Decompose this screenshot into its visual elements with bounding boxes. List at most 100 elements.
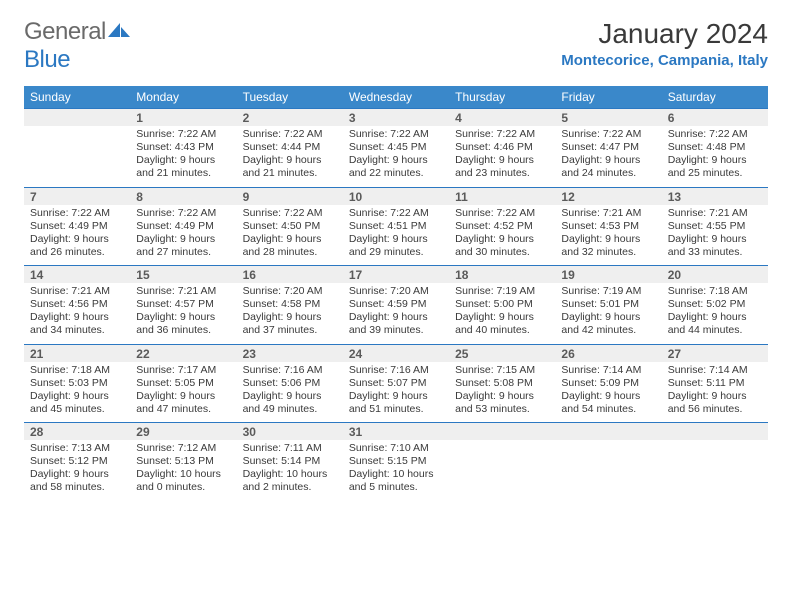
daylight-text: Daylight: 9 hours and 21 minutes. — [136, 154, 230, 180]
week-row: 7Sunrise: 7:22 AMSunset: 4:49 PMDaylight… — [24, 187, 768, 266]
daylight-text: Daylight: 10 hours and 2 minutes. — [243, 468, 337, 494]
day-cell — [449, 422, 555, 501]
day-body: Sunrise: 7:16 AMSunset: 5:06 PMDaylight:… — [237, 362, 343, 423]
daylight-text: Daylight: 9 hours and 42 minutes. — [561, 311, 655, 337]
sunset-text: Sunset: 4:49 PM — [136, 220, 230, 233]
sunrise-text: Sunrise: 7:22 AM — [349, 207, 443, 220]
day-cell: 15Sunrise: 7:21 AMSunset: 4:57 PMDayligh… — [130, 265, 236, 344]
sunrise-text: Sunrise: 7:19 AM — [455, 285, 549, 298]
day-cell: 12Sunrise: 7:21 AMSunset: 4:53 PMDayligh… — [555, 187, 661, 266]
day-number-bar — [24, 108, 130, 126]
sunset-text: Sunset: 5:12 PM — [30, 455, 124, 468]
day-body: Sunrise: 7:19 AMSunset: 5:01 PMDaylight:… — [555, 283, 661, 344]
brand-part2: Blue — [24, 46, 70, 73]
weekday-header: Monday — [130, 86, 236, 108]
calendar-page: General Blue January 2024 Montecorice, C… — [0, 0, 792, 519]
sunrise-text: Sunrise: 7:21 AM — [136, 285, 230, 298]
day-number-bar: 7 — [24, 187, 130, 205]
day-number-bar: 13 — [662, 187, 768, 205]
weekday-header: Sunday — [24, 86, 130, 108]
weekday-header: Friday — [555, 86, 661, 108]
sunset-text: Sunset: 5:13 PM — [136, 455, 230, 468]
day-number-bar — [449, 422, 555, 440]
day-number-bar: 26 — [555, 344, 661, 362]
day-number-bar: 21 — [24, 344, 130, 362]
sunset-text: Sunset: 4:48 PM — [668, 141, 762, 154]
day-body: Sunrise: 7:10 AMSunset: 5:15 PMDaylight:… — [343, 440, 449, 501]
sunset-text: Sunset: 4:58 PM — [243, 298, 337, 311]
sunrise-text: Sunrise: 7:12 AM — [136, 442, 230, 455]
sunset-text: Sunset: 5:14 PM — [243, 455, 337, 468]
sunrise-text: Sunrise: 7:22 AM — [136, 128, 230, 141]
day-cell — [555, 422, 661, 501]
weekday-header: Wednesday — [343, 86, 449, 108]
day-cell: 24Sunrise: 7:16 AMSunset: 5:07 PMDayligh… — [343, 344, 449, 423]
daylight-text: Daylight: 9 hours and 58 minutes. — [30, 468, 124, 494]
day-number-bar: 20 — [662, 265, 768, 283]
day-cell: 8Sunrise: 7:22 AMSunset: 4:49 PMDaylight… — [130, 187, 236, 266]
day-body: Sunrise: 7:22 AMSunset: 4:49 PMDaylight:… — [24, 205, 130, 266]
day-body: Sunrise: 7:18 AMSunset: 5:02 PMDaylight:… — [662, 283, 768, 344]
daylight-text: Daylight: 9 hours and 29 minutes. — [349, 233, 443, 259]
day-cell: 27Sunrise: 7:14 AMSunset: 5:11 PMDayligh… — [662, 344, 768, 423]
day-body: Sunrise: 7:14 AMSunset: 5:09 PMDaylight:… — [555, 362, 661, 423]
sunrise-text: Sunrise: 7:15 AM — [455, 364, 549, 377]
daylight-text: Daylight: 9 hours and 47 minutes. — [136, 390, 230, 416]
sunrise-text: Sunrise: 7:22 AM — [349, 128, 443, 141]
sunrise-text: Sunrise: 7:21 AM — [30, 285, 124, 298]
sunset-text: Sunset: 4:56 PM — [30, 298, 124, 311]
sunset-text: Sunset: 5:09 PM — [561, 377, 655, 390]
calendar-body: 1Sunrise: 7:22 AMSunset: 4:43 PMDaylight… — [24, 108, 768, 501]
daylight-text: Daylight: 9 hours and 33 minutes. — [668, 233, 762, 259]
day-cell: 2Sunrise: 7:22 AMSunset: 4:44 PMDaylight… — [237, 108, 343, 187]
day-number-bar: 31 — [343, 422, 449, 440]
day-body — [662, 440, 768, 496]
sunrise-text: Sunrise: 7:22 AM — [561, 128, 655, 141]
day-cell: 3Sunrise: 7:22 AMSunset: 4:45 PMDaylight… — [343, 108, 449, 187]
day-number-bar: 6 — [662, 108, 768, 126]
day-body — [24, 126, 130, 182]
week-row: 14Sunrise: 7:21 AMSunset: 4:56 PMDayligh… — [24, 265, 768, 344]
day-number-bar: 10 — [343, 187, 449, 205]
day-cell: 5Sunrise: 7:22 AMSunset: 4:47 PMDaylight… — [555, 108, 661, 187]
day-cell: 1Sunrise: 7:22 AMSunset: 4:43 PMDaylight… — [130, 108, 236, 187]
sunset-text: Sunset: 4:46 PM — [455, 141, 549, 154]
sunrise-text: Sunrise: 7:18 AM — [30, 364, 124, 377]
day-cell: 28Sunrise: 7:13 AMSunset: 5:12 PMDayligh… — [24, 422, 130, 501]
day-body: Sunrise: 7:16 AMSunset: 5:07 PMDaylight:… — [343, 362, 449, 423]
day-number-bar: 14 — [24, 265, 130, 283]
day-cell: 31Sunrise: 7:10 AMSunset: 5:15 PMDayligh… — [343, 422, 449, 501]
sunrise-text: Sunrise: 7:21 AM — [561, 207, 655, 220]
weekday-header-row: Sunday Monday Tuesday Wednesday Thursday… — [24, 86, 768, 108]
day-number-bar: 17 — [343, 265, 449, 283]
sunset-text: Sunset: 4:51 PM — [349, 220, 443, 233]
day-number-bar: 27 — [662, 344, 768, 362]
day-number-bar: 22 — [130, 344, 236, 362]
day-body: Sunrise: 7:15 AMSunset: 5:08 PMDaylight:… — [449, 362, 555, 423]
sunset-text: Sunset: 5:06 PM — [243, 377, 337, 390]
sunrise-text: Sunrise: 7:22 AM — [30, 207, 124, 220]
day-body: Sunrise: 7:22 AMSunset: 4:50 PMDaylight:… — [237, 205, 343, 266]
sunset-text: Sunset: 4:44 PM — [243, 141, 337, 154]
brand-part1: General — [24, 18, 106, 45]
day-body: Sunrise: 7:19 AMSunset: 5:00 PMDaylight:… — [449, 283, 555, 344]
day-cell: 16Sunrise: 7:20 AMSunset: 4:58 PMDayligh… — [237, 265, 343, 344]
day-cell: 10 Sunrise: 7:22 AMSunset: 4:51 PMDayligh… — [343, 187, 449, 266]
sunrise-text: Sunrise: 7:20 AM — [349, 285, 443, 298]
weekday-header: Tuesday — [237, 86, 343, 108]
day-cell: 4Sunrise: 7:22 AMSunset: 4:46 PMDaylight… — [449, 108, 555, 187]
daylight-text: Daylight: 9 hours and 45 minutes. — [30, 390, 124, 416]
sunset-text: Sunset: 4:52 PM — [455, 220, 549, 233]
day-number-bar: 30 — [237, 422, 343, 440]
day-number-bar: 3 — [343, 108, 449, 126]
day-number-bar: 4 — [449, 108, 555, 126]
day-number-bar: 9 — [237, 187, 343, 205]
sunset-text: Sunset: 5:15 PM — [349, 455, 443, 468]
day-body: Sunrise: 7:21 AMSunset: 4:53 PMDaylight:… — [555, 205, 661, 266]
day-body: Sunrise: 7:22 AMSunset: 4:49 PMDaylight:… — [130, 205, 236, 266]
month-title: January 2024 — [561, 18, 768, 50]
sunset-text: Sunset: 5:11 PM — [668, 377, 762, 390]
daylight-text: Daylight: 9 hours and 54 minutes. — [561, 390, 655, 416]
daylight-text: Daylight: 9 hours and 34 minutes. — [30, 311, 124, 337]
daylight-text: Daylight: 9 hours and 21 minutes. — [243, 154, 337, 180]
